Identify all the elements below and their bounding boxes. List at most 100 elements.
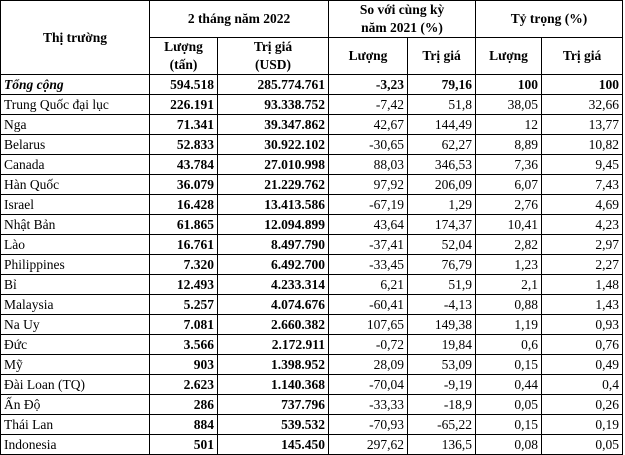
table-row: Hàn Quốc 36.079 21.229.762 97,92 206,09 6,07 7… (0, 174, 624, 195)
market-cell: Nga (0, 114, 150, 135)
market-cell: Đài Loan (TQ) (0, 374, 150, 395)
value-cell: 737.796 (216, 394, 330, 415)
compare-value-cell: 79,16 (407, 74, 477, 95)
compare-volume-cell: 42,67 (328, 114, 409, 135)
value-cell: 2.660.382 (216, 314, 330, 335)
compare-value-header: Trị giá (407, 37, 477, 75)
table-row: Nhật Bản 61.865 12.094.899 43,64 174,37 10,41… (0, 214, 624, 235)
compare-volume-cell: 6,21 (328, 274, 409, 295)
share-value-cell: 2,97 (541, 234, 624, 255)
compare-volume-header: Lượng (328, 37, 409, 75)
table-row: Đài Loan (TQ) 2.623 1.140.368 -70,04 -9,19 0,… (0, 374, 624, 395)
value-header-line1: Trị giá (253, 39, 293, 54)
value-cell: 4.074.676 (216, 294, 330, 315)
total-row: Tổng cộng 594.518 285.774.761 -3,23 79,16 100… (0, 74, 624, 95)
compare-volume-cell: -0,72 (328, 334, 409, 355)
compare-volume-cell: -33,33 (328, 394, 409, 415)
share-value-cell: 0,4 (541, 374, 624, 395)
volume-cell: 16.761 (149, 234, 218, 255)
compare-value-cell: 346,53 (407, 154, 477, 175)
header-row-top: Thị trường 2 tháng năm 2022 So với cùng … (0, 0, 624, 75)
share-volume-cell: 2,82 (475, 234, 543, 255)
compare-value-cell: 144,49 (407, 114, 477, 135)
table-body: Tổng cộng 594.518 285.774.761 -3,23 79,16 100… (0, 74, 624, 455)
compare-value-cell: -4,13 (407, 294, 477, 315)
volume-cell: 903 (149, 354, 218, 375)
share-value-cell: 1,43 (541, 294, 624, 315)
market-cell: Tổng cộng (0, 74, 150, 95)
market-cell: Mỹ (0, 354, 150, 375)
value-cell: 27.010.998 (216, 154, 330, 175)
volume-cell: 5.257 (149, 294, 218, 315)
table-row: Israel 16.428 13.413.586 -67,19 1,29 2,76 4,69 (0, 194, 624, 215)
compare-value-cell: 51,8 (407, 94, 477, 115)
volume-header-line2: (tấn) (169, 57, 198, 72)
market-cell: Canada (0, 154, 150, 175)
table-row: Bỉ 12.493 4.233.314 6,21 51,9 2,1 1,48 (0, 274, 624, 295)
value-cell: 93.338.752 (216, 94, 330, 115)
market-cell: Belarus (0, 134, 150, 155)
market-cell: Malaysia (0, 294, 150, 315)
compare-volume-cell: -60,41 (328, 294, 409, 315)
value-cell: 6.492.700 (216, 254, 330, 275)
market-cell: Thái Lan (0, 414, 150, 435)
share-volume-cell: 10,41 (475, 214, 543, 235)
compare-value-cell: 52,04 (407, 234, 477, 255)
compare-volume-cell: 43,64 (328, 214, 409, 235)
volume-cell: 52.833 (149, 134, 218, 155)
table-row: Canada 43.784 27.010.998 88,03 346,53 7,36 9,4… (0, 154, 624, 175)
market-cell: Ấn Độ (0, 394, 150, 415)
compare-volume-cell: 88,03 (328, 154, 409, 175)
volume-cell: 61.865 (149, 214, 218, 235)
value-header: Trị giá (USD) (216, 37, 330, 75)
value-cell: 30.922.102 (216, 134, 330, 155)
value-cell: 2.172.911 (216, 334, 330, 355)
share-volume-cell: 7,36 (475, 154, 543, 175)
value-cell: 539.532 (216, 414, 330, 435)
table-row: Ấn Độ 286 737.796 -33,33 -18,9 0,05 0,26 (0, 394, 624, 415)
share-header: Tỷ trọng (%) (475, 0, 624, 38)
share-value-cell: 13,77 (541, 114, 624, 135)
share-value-cell: 0,76 (541, 334, 624, 355)
value-cell: 8.497.790 (216, 234, 330, 255)
period-header: 2 tháng năm 2022 (148, 0, 330, 38)
volume-cell: 286 (149, 394, 218, 415)
share-value-cell: 4,23 (541, 214, 624, 235)
share-volume-cell: 38,05 (475, 94, 543, 115)
value-cell: 39.347.862 (216, 114, 330, 135)
compare-volume-cell: 28,09 (328, 354, 409, 375)
compare-header: So với cùng kỳ năm 2021 (%) (328, 0, 477, 38)
volume-cell: 594.518 (149, 74, 218, 95)
volume-cell: 884 (149, 414, 218, 435)
compare-value-cell: -18,9 (407, 394, 477, 415)
compare-value-cell: 174,37 (407, 214, 477, 235)
market-cell: Đức (0, 334, 150, 355)
share-value-cell: 0,93 (541, 314, 624, 335)
share-value-cell: 4,69 (541, 194, 624, 215)
header-row-sub: Lượng (tấn) Trị giá (USD) Lượng Trị giá … (1, 37, 624, 75)
compare-volume-cell: -3,23 (328, 74, 409, 95)
compare-header-line1: So với cùng kỳ (359, 2, 445, 17)
market-cell: Lào (0, 234, 150, 255)
volume-cell: 71.341 (149, 114, 218, 135)
table-row: Nga 71.341 39.347.862 42,67 144,49 12 13,77 (0, 114, 624, 135)
compare-value-cell: 1,29 (407, 194, 477, 215)
share-volume-cell: 8,89 (475, 134, 543, 155)
market-cell: Trung Quốc đại lục (0, 94, 150, 115)
table-row: Na Uy 7.081 2.660.382 107,65 149,38 1,19 0,93 (0, 314, 624, 335)
share-value-cell: 0,49 (541, 354, 624, 375)
compare-value-cell: 19,84 (407, 334, 477, 355)
volume-cell: 43.784 (149, 154, 218, 175)
value-cell: 285.774.761 (216, 74, 330, 95)
table-row: Philippines 7.320 6.492.700 -33,45 76,79 1,23… (0, 254, 624, 275)
compare-volume-cell: -30,65 (328, 134, 409, 155)
share-volume-cell: 1,19 (475, 314, 543, 335)
share-value-cell: 32,66 (541, 94, 624, 115)
share-value-cell: 0,19 (541, 414, 624, 435)
share-volume-cell: 2,76 (475, 194, 543, 215)
table-row: Thái Lan 884 539.532 -70,93 -65,22 0,15 0,19 (0, 414, 624, 435)
table-row: Đức 3.566 2.172.911 -0,72 19,84 0,6 0,76 (0, 334, 624, 355)
compare-value-cell: -65,22 (407, 414, 477, 435)
value-cell: 1.398.952 (216, 354, 330, 375)
table-row: Belarus 52.833 30.922.102 -30,65 62,27 8,89 10… (0, 134, 624, 155)
